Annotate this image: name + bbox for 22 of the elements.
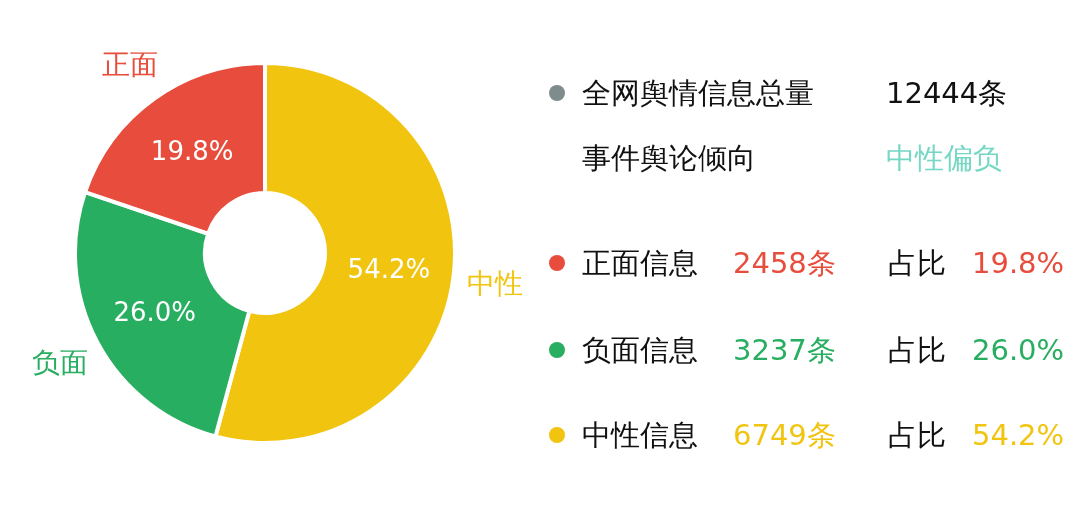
text: 占比 (888, 418, 946, 452)
text: 事件舆论倾向 (582, 141, 756, 175)
text: 12444条 (886, 76, 1008, 110)
text: 3237条 (733, 333, 836, 367)
text: 26.0% (972, 333, 1065, 367)
data-label: 19.8% (150, 136, 234, 167)
text: 占比 (888, 246, 946, 280)
data-label: 54.2% (347, 254, 431, 285)
slice-label: 正面 (101, 47, 158, 81)
text: 负面信息 (582, 333, 698, 367)
text: 19.8% (972, 246, 1065, 280)
text: 2458条 (733, 246, 836, 280)
text: 6749条 (733, 418, 836, 452)
slice-label: 负面 (32, 345, 89, 379)
text: 占比 (888, 333, 946, 367)
text: 正面信息 (582, 246, 698, 280)
slice-label: 中性 (466, 267, 523, 301)
text: 54.2% (972, 418, 1065, 452)
text: 中性偏负 (886, 141, 1002, 175)
text: 全网舆情信息总量 (582, 76, 814, 110)
data-label: 26.0% (113, 296, 197, 327)
text: 中性信息 (582, 418, 698, 452)
